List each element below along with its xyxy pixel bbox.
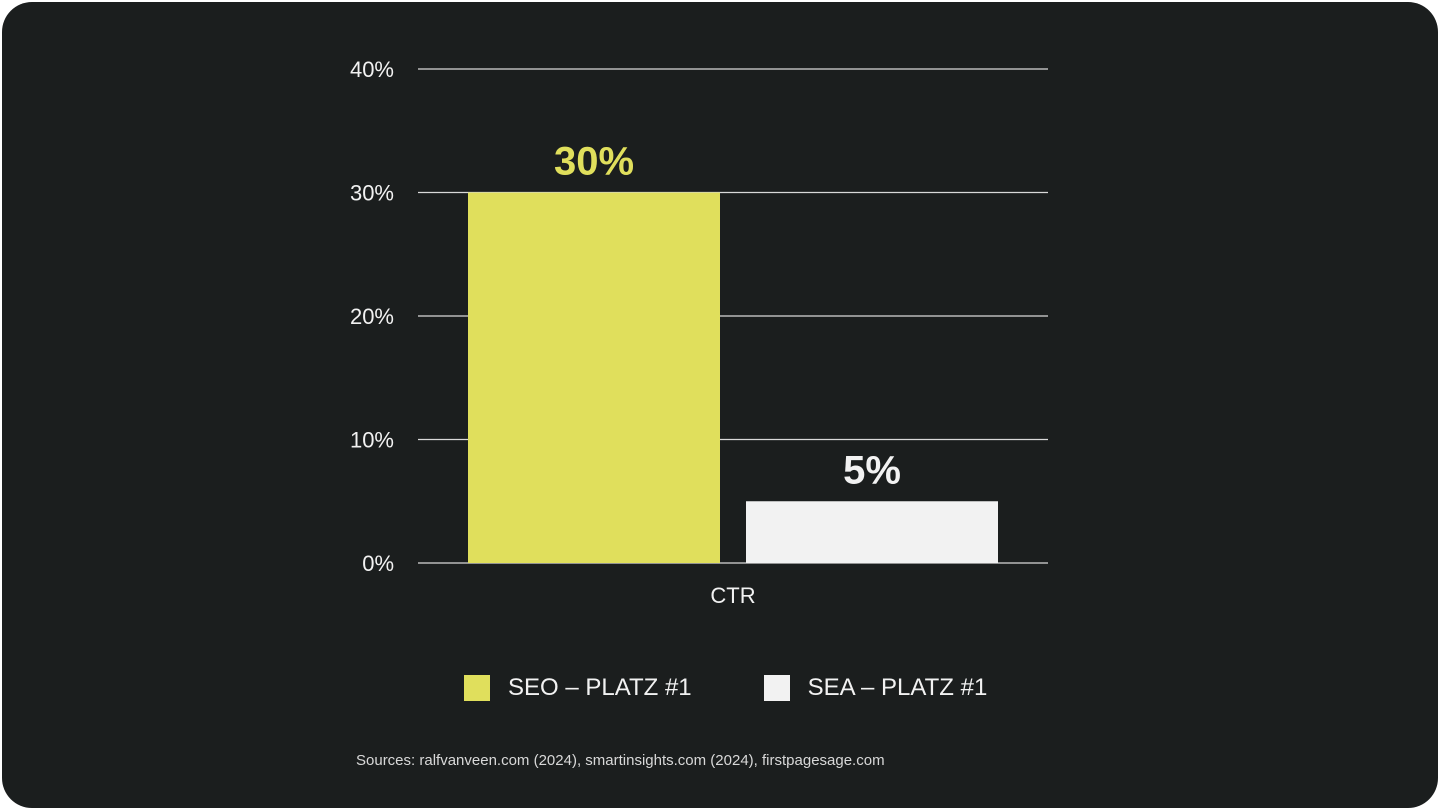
- bar-seo: [468, 192, 720, 563]
- legend-swatch-seo: [464, 675, 490, 701]
- legend-label-seo: SEO – PLATZ #1: [508, 674, 692, 701]
- bars: [468, 192, 998, 563]
- source-note: Sources: ralfvanveen.com (2024), smartin…: [356, 752, 885, 769]
- legend-item-seo: SEO – PLATZ #1: [464, 674, 692, 702]
- data-label-seo: 30%: [554, 140, 634, 184]
- data-label-sea: 5%: [843, 448, 901, 492]
- data-labels: 30% 5%: [554, 140, 901, 493]
- y-axis-ticks: 0% 10% 20% 30% 40%: [350, 57, 394, 576]
- y-tick-label: 20%: [350, 304, 394, 329]
- legend-item-sea: SEA – PLATZ #1: [763, 674, 988, 702]
- legend-swatch-sea: [763, 675, 790, 701]
- y-tick-label: 0%: [362, 551, 394, 576]
- legend: SEO – PLATZ #1 SEA – PLATZ #1: [464, 674, 987, 702]
- y-tick-label: 30%: [350, 181, 394, 206]
- y-tick-label: 10%: [350, 428, 394, 453]
- x-axis-categories: CTR: [710, 583, 755, 608]
- legend-label-sea: SEA – PLATZ #1: [807, 674, 988, 701]
- x-category-label: CTR: [710, 583, 755, 608]
- bar-sea: [746, 501, 998, 563]
- y-tick-label: 40%: [350, 57, 394, 82]
